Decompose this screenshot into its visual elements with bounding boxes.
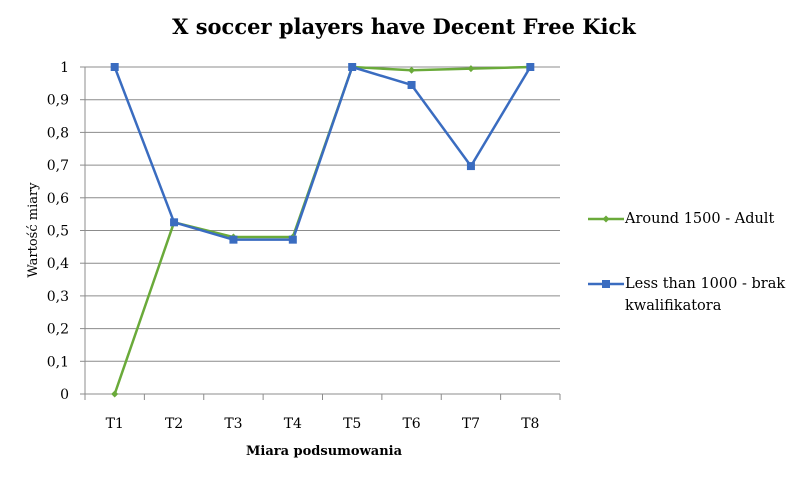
y-tick-label: 0,9 <box>47 93 69 109</box>
x-tick-label: T3 <box>224 416 242 432</box>
data-point-square <box>526 63 535 71</box>
axes <box>80 66 561 400</box>
y-tick-label: 0,6 <box>47 191 69 207</box>
y-tick-label: 0,5 <box>47 224 69 240</box>
y-tick-label: 1 <box>60 60 69 76</box>
y-tick-label: 0,4 <box>47 256 69 272</box>
y-tick-label: 0 <box>60 387 69 403</box>
y-tick-label: 0,7 <box>47 158 69 174</box>
data-point-square <box>170 218 179 227</box>
data-point-square <box>466 162 475 171</box>
legend-label-around-1500: Around 1500 - Adult <box>625 211 775 227</box>
gridlines <box>85 66 560 362</box>
legend-swatch-less-than-1000 <box>588 280 624 288</box>
x-tick-label: T7 <box>462 416 480 432</box>
x-tick-label: T4 <box>284 416 302 432</box>
y-tick-label: 0,2 <box>47 322 69 338</box>
data-point-diamond <box>408 66 416 74</box>
x-tick-label: T1 <box>106 416 124 432</box>
data-point-diamond <box>467 65 475 73</box>
x-axis-title: Miara podsumowania <box>246 444 403 459</box>
legend-swatch-around-1500 <box>588 215 624 223</box>
data-point-square <box>288 235 297 244</box>
legend-label-less-than-1000: Less than 1000 - brak kwalifikatora <box>625 276 786 314</box>
series-markers <box>110 63 535 398</box>
x-tick-label: T5 <box>343 416 361 432</box>
series-line-1 <box>113 65 532 241</box>
data-point-square <box>110 63 119 71</box>
data-point-square <box>348 63 357 71</box>
y-tick-label: 0,1 <box>47 354 69 370</box>
x-tick-label: T6 <box>402 416 420 432</box>
x-tick-label: T2 <box>165 416 183 432</box>
data-point-square <box>229 235 238 244</box>
x-tick-label: T8 <box>521 416 539 432</box>
chart-title: X soccer players have Decent Free Kick <box>172 14 636 39</box>
y-tick-label: 0,8 <box>47 125 69 141</box>
data-point-diamond <box>111 390 119 398</box>
data-point-square <box>407 80 416 89</box>
y-axis-title: Wartość miary <box>26 182 41 278</box>
series-lines <box>113 65 532 395</box>
y-tick-label: 0,3 <box>47 289 69 305</box>
tick-labels: 0 0,1 0,2 0,3 0,4 0,5 0,6 0,7 0,8 0,9 1 T1 T2 T3 T4 T5 T… <box>47 60 540 432</box>
